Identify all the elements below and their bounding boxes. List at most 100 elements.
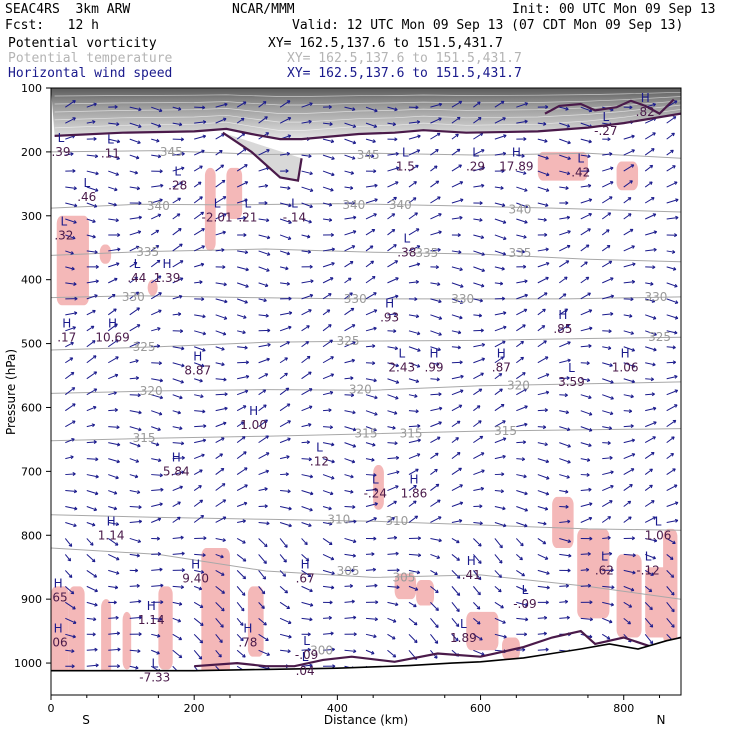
wind-vector-shaft xyxy=(344,138,356,144)
wind-vector-head xyxy=(309,171,313,176)
wind-vector-arrow xyxy=(344,292,353,300)
wind-vector-arrow xyxy=(645,346,657,352)
wind-vector-arrow xyxy=(451,404,463,412)
wind-vector-head xyxy=(331,247,335,252)
wind-vector-arrow xyxy=(537,553,549,560)
wind-vector-arrow xyxy=(516,490,528,496)
wind-vector-arrow xyxy=(580,326,593,332)
wind-vector-shaft xyxy=(129,359,139,364)
wind-vector-head xyxy=(219,149,223,154)
wind-vector-arrow xyxy=(344,170,355,175)
pv-extremum-value: 1.86 xyxy=(401,486,428,500)
wind-vector-shaft xyxy=(301,490,314,495)
wind-vector-arrow xyxy=(537,600,549,605)
wind-vector-arrow xyxy=(172,228,182,236)
pv-extremum-value: 2.43 xyxy=(388,361,415,375)
wind-vector-shaft xyxy=(129,231,141,236)
wind-vector-shaft xyxy=(644,500,655,507)
pv-extremum: L-.12 xyxy=(636,550,659,578)
wind-vector-arrow xyxy=(258,633,269,642)
wind-vector-head xyxy=(351,568,355,573)
wind-vector-arrow xyxy=(194,105,206,110)
wind-vector-arrow xyxy=(86,647,98,652)
wind-vector-head xyxy=(266,652,271,656)
wind-vector-head xyxy=(435,148,439,153)
wind-vector-arrow xyxy=(430,180,440,188)
wind-vector-shaft xyxy=(194,121,206,124)
wind-vector-head xyxy=(393,535,398,540)
pv-extremum-value: 1.14 xyxy=(138,613,165,627)
wind-vector-head xyxy=(72,117,76,121)
wind-vector-arrow xyxy=(301,538,308,546)
wind-vector-arrow xyxy=(258,282,269,288)
wind-vector-head xyxy=(373,213,377,217)
wind-vector-arrow xyxy=(151,600,164,605)
wind-vector-arrow xyxy=(644,468,653,475)
wind-vector-shaft xyxy=(408,121,420,124)
wind-vector-head xyxy=(284,372,288,377)
wind-vector-arrow xyxy=(86,388,98,396)
wind-vector-arrow xyxy=(151,198,163,204)
wind-vector-arrow xyxy=(65,202,78,208)
wind-vector-head xyxy=(138,124,142,128)
wind-vector-arrow xyxy=(301,647,311,652)
wind-vector-arrow xyxy=(601,212,612,220)
wind-vector-arrow xyxy=(215,437,225,444)
wind-vector-head xyxy=(436,362,440,367)
wind-vector-arrow xyxy=(473,328,484,333)
wind-vector-arrow xyxy=(151,169,163,174)
wind-vector-arrow xyxy=(387,410,398,415)
wind-vector-shaft xyxy=(215,601,225,612)
wind-vector-shaft xyxy=(666,116,677,124)
wind-vector-head xyxy=(179,426,183,431)
wind-vector-arrow xyxy=(344,393,355,398)
wind-vector-arrow xyxy=(365,567,377,572)
wind-vector-head xyxy=(434,571,438,575)
wind-vector-arrow xyxy=(451,389,464,396)
wind-vector-shaft xyxy=(451,520,463,523)
wind-vector-shaft xyxy=(151,426,161,431)
wind-vector-shaft xyxy=(430,196,441,204)
wind-vector-arrow xyxy=(408,262,421,268)
wind-vector-head xyxy=(221,607,225,612)
wind-vector-arrow xyxy=(408,314,420,319)
wind-vector-arrow xyxy=(344,458,356,464)
wind-vector-head xyxy=(70,455,74,460)
wind-vector-head xyxy=(395,395,399,400)
theta-contour-label: 325 xyxy=(337,334,360,348)
wind-vector-arrow xyxy=(236,421,245,428)
wind-vector-arrow xyxy=(279,601,291,610)
wind-vector-shaft xyxy=(451,420,461,428)
wind-vector-head xyxy=(93,574,98,578)
wind-vector-arrow xyxy=(387,601,399,607)
wind-vector-arrow xyxy=(194,553,206,558)
wind-vector-arrow xyxy=(172,329,184,334)
negative-pv-layer xyxy=(51,151,678,695)
wind-vector-shaft xyxy=(451,554,460,561)
pv-extremum: H17.89 xyxy=(499,145,533,173)
wind-vector-head xyxy=(70,371,75,376)
wind-vector-shaft xyxy=(430,553,440,559)
wind-vector-arrow xyxy=(150,292,162,300)
wind-vector-arrow xyxy=(365,442,376,447)
wind-vector-arrow xyxy=(172,601,183,606)
wind-vector-head xyxy=(436,377,440,382)
wind-vector-arrow xyxy=(387,633,396,640)
wind-vector-arrow xyxy=(451,519,463,523)
wind-vector-arrow xyxy=(151,487,164,492)
wind-vector-arrow xyxy=(473,357,486,364)
wind-vector-arrow xyxy=(473,250,485,256)
wind-vector-shaft xyxy=(301,250,311,253)
wind-vector-shaft xyxy=(601,196,613,204)
wind-vector-shaft xyxy=(473,435,484,444)
wind-vector-head xyxy=(436,555,441,559)
wind-vector-head xyxy=(286,100,291,104)
wind-vector-shaft xyxy=(408,515,418,523)
wind-vector-shaft xyxy=(279,218,292,224)
wind-vector-shaft xyxy=(215,362,225,366)
wind-vector-shaft xyxy=(623,149,635,156)
wind-vector-head xyxy=(136,186,141,191)
wind-vector-shaft xyxy=(301,341,309,348)
wind-vector-head xyxy=(459,181,464,185)
pv-extremum-value: 1.06 xyxy=(612,361,639,375)
